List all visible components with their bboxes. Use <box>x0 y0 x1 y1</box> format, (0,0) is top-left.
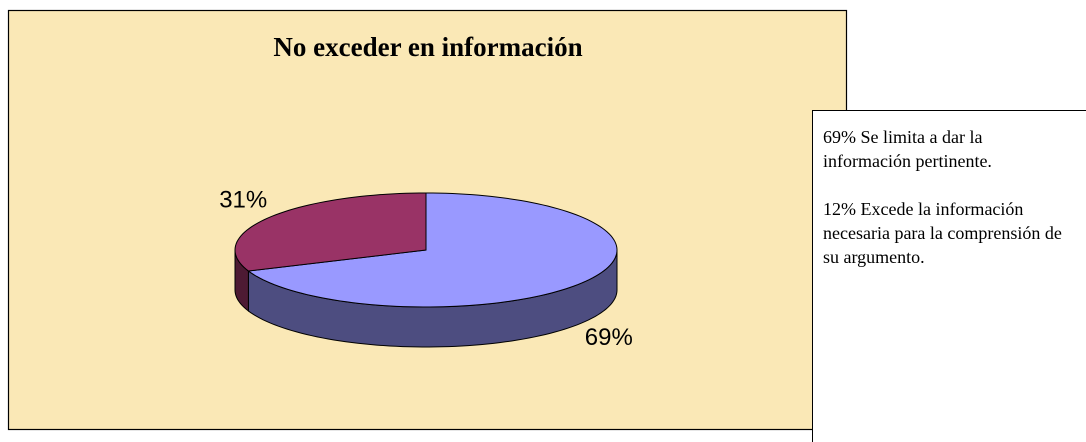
note: 12% Excede la información necesaria para… <box>823 199 1062 267</box>
note: 69% Se limita a dar la información perti… <box>823 127 992 171</box>
slice <box>234 192 427 272</box>
slice <box>247 192 618 308</box>
value-label: 31% <box>219 186 267 213</box>
chart-title: No exceder en información <box>273 32 582 62</box>
value-label: 69% <box>585 324 633 351</box>
text-box: 69% Se limita a dar la información perti… <box>812 110 1086 442</box>
